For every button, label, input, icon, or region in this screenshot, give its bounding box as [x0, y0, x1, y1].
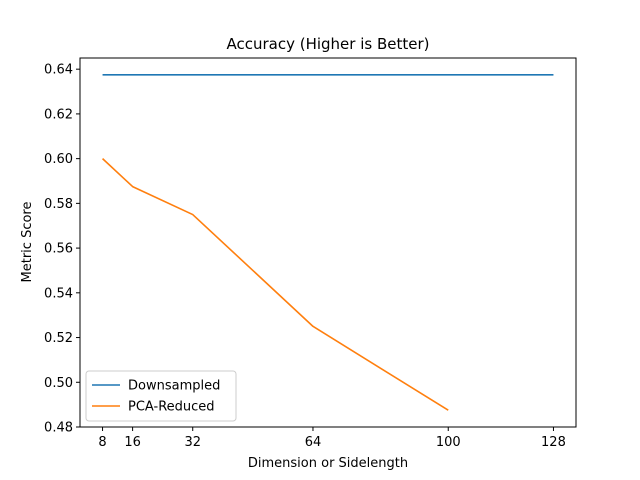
- y-tick-label: 0.56: [44, 242, 73, 257]
- legend: Downsampled PCA-Reduced: [85, 370, 237, 422]
- y-tick-label: 0.54: [44, 286, 73, 301]
- series-line-pca-reduced: [102, 158, 449, 411]
- x-tick-label: 16: [124, 435, 141, 450]
- y-axis-label: Metric Score: [20, 202, 35, 283]
- x-tick-label: 8: [98, 435, 106, 450]
- y-axis-ticks: 0.48 0.50 0.52 0.54 0.56 0.58 0.60 0.62 0.64: [44, 63, 80, 436]
- x-tick-label: 128: [541, 435, 566, 450]
- y-tick-label: 0.60: [44, 152, 73, 167]
- y-tick-label: 0.62: [44, 107, 73, 122]
- x-axis-ticks: 8 16 32 64 100 128: [98, 427, 566, 450]
- y-tick-label: 0.52: [44, 331, 73, 346]
- legend-box: [85, 370, 237, 422]
- x-tick-label: 100: [436, 435, 461, 450]
- x-tick-label: 32: [184, 435, 201, 450]
- y-tick-label: 0.64: [44, 63, 73, 78]
- plot-area: 8 16 32 64 100 128 0.480.500.520.540.560.580.…: [44, 57, 577, 450]
- y-tick-label: 0.48: [44, 421, 73, 436]
- series-layer: [102, 73, 554, 411]
- axes-frame: [79, 57, 577, 428]
- legend-label: PCA-Reduced: [128, 400, 215, 415]
- y-tick-label: 0.58: [44, 197, 73, 212]
- x-tick-label: 64: [305, 435, 322, 450]
- x-axis-label: Dimension or Sidelength: [248, 456, 408, 471]
- chart-title: Accuracy (Higher is Better): [226, 35, 429, 53]
- y-tick-label: 0.50: [44, 376, 73, 391]
- legend-label: Downsampled: [128, 379, 220, 394]
